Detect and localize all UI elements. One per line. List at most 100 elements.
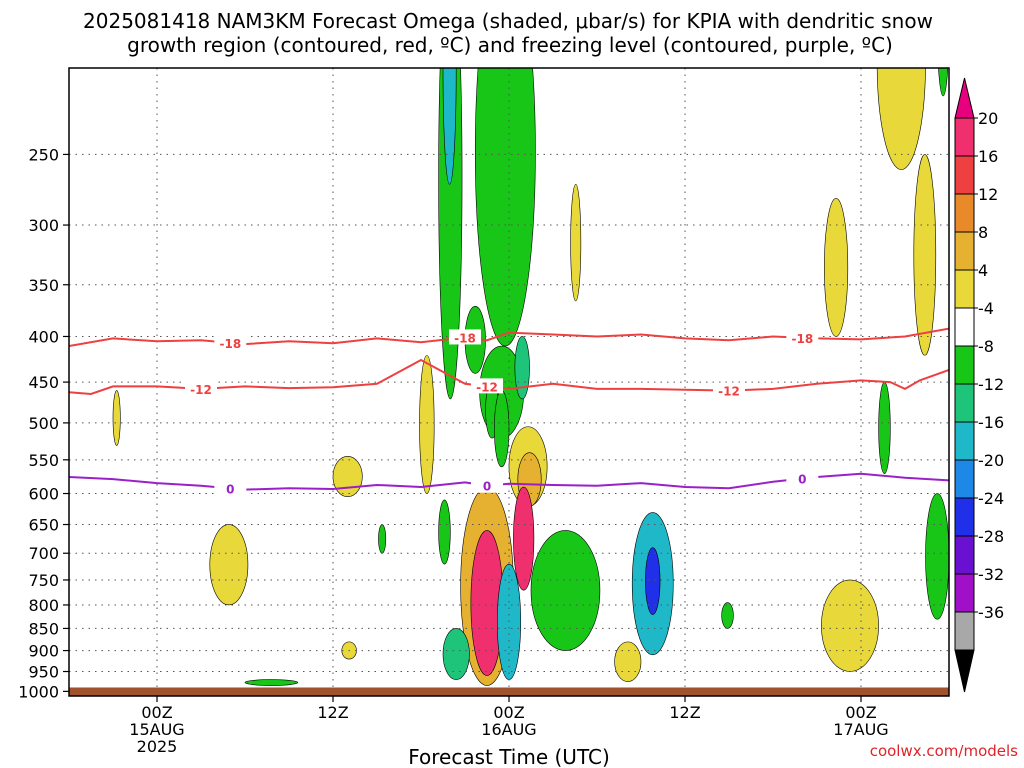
contour-label-bg — [471, 477, 503, 493]
omega-region — [821, 579, 879, 672]
omega-region — [721, 602, 734, 629]
dgz-label-minus18: -18 — [219, 337, 241, 351]
colorbar-label: 4 — [978, 261, 988, 280]
freezing-label-0: 0 — [798, 473, 806, 487]
grid-lines — [69, 68, 949, 696]
y-tick-label: 700 — [28, 544, 59, 563]
y-tick-label: 950 — [28, 663, 59, 682]
contour-label-bg — [471, 378, 503, 394]
omega-region — [474, 68, 536, 347]
omega-region — [913, 154, 937, 356]
dgz-label-minus12: -12 — [476, 380, 498, 394]
contour-label-bg — [185, 380, 217, 396]
y-tick-label: 250 — [28, 145, 59, 164]
ground-surface — [69, 687, 949, 696]
colorbar-bottom-arrow — [954, 649, 975, 693]
y-tick-label: 1000 — [18, 682, 59, 701]
colorbar-segment — [954, 345, 975, 385]
contour-label-bg — [214, 334, 247, 350]
colorbar-segment — [954, 535, 975, 575]
colorbar-segment — [954, 269, 975, 309]
contour-layer: -18 -18 -18 -12 -12 -12 0 0 0 — [69, 327, 949, 496]
contour-label-bg — [786, 470, 819, 486]
colorbar-label: -36 — [978, 603, 1004, 622]
dgz-label-minus18: -18 — [791, 332, 813, 346]
y-tick-label: 500 — [28, 414, 59, 433]
y-tick-label: 900 — [28, 642, 59, 661]
x-tick-label: 2025 — [137, 737, 178, 756]
y-tick-label: 800 — [28, 596, 59, 615]
colorbar-label: -8 — [978, 337, 994, 356]
dgz-label-minus12: -12 — [190, 383, 212, 397]
omega-region — [378, 524, 387, 554]
omega-region — [824, 198, 849, 337]
y-tick-label: 600 — [28, 485, 59, 504]
omega-region — [514, 336, 530, 400]
omega-region — [244, 679, 299, 686]
x-tick-label: 00Z — [845, 703, 876, 722]
y-axis: 250 300 350 400 450 500 550 600 650 700 750 800 850 9… — [18, 145, 69, 701]
x-tick-label: 00Z — [141, 703, 172, 722]
omega-region — [419, 355, 435, 494]
colorbar-segment — [954, 459, 975, 499]
freezing-label-0: 0 — [483, 480, 491, 494]
colorbar-label: 8 — [978, 223, 988, 242]
y-tick-label: 300 — [28, 216, 59, 235]
omega-region — [112, 390, 121, 446]
colorbar-label: 12 — [978, 185, 998, 204]
omega-region — [570, 183, 582, 302]
omega-region — [876, 68, 926, 170]
contour-label-bg — [713, 382, 745, 398]
colorbar-label: -32 — [978, 565, 1004, 584]
y-tick-label: 650 — [28, 516, 59, 535]
colorbar-segment — [954, 231, 975, 271]
colorbar-segment — [954, 155, 975, 195]
contour-label-bg — [214, 480, 247, 496]
dgz-label-minus12: -12 — [718, 385, 740, 399]
x-axis-label: Forecast Time (UTC) — [408, 745, 610, 768]
omega-region — [513, 486, 535, 591]
omega-region — [209, 524, 249, 606]
omega-region — [438, 499, 451, 565]
colorbar-top-arrow — [954, 77, 975, 119]
omega-region — [438, 68, 463, 400]
colorbar-label: 16 — [978, 147, 998, 166]
x-tick-label: 17AUG — [833, 720, 888, 739]
colorbar-segment — [954, 193, 975, 233]
x-tick-label: 12Z — [317, 703, 348, 722]
y-tick-label: 550 — [28, 451, 59, 470]
omega-region — [530, 530, 601, 651]
colorbar-legend: 20 16 12 8 4 -4 -8 -12 -16 -20 -24 -28 -32 -36 — [954, 77, 1004, 693]
x-tick-label: 16AUG — [481, 720, 536, 739]
chart-title-line2: growth region (contoured, red, ºC) and f… — [127, 33, 893, 57]
dgz-label-minus18: -18 — [454, 331, 476, 345]
colorbar-label: -24 — [978, 489, 1004, 508]
x-tick-label: 00Z — [493, 703, 524, 722]
omega-region — [494, 390, 510, 468]
x-tick-label: 15AUG — [129, 720, 184, 739]
y-tick-label: 450 — [28, 373, 59, 392]
colorbar-label: -12 — [978, 375, 1004, 394]
colorbar-label: -28 — [978, 527, 1004, 546]
colorbar-segment — [954, 497, 975, 537]
omega-region — [938, 68, 949, 97]
y-tick-label: 750 — [28, 571, 59, 590]
colorbar-label: -16 — [978, 413, 1004, 432]
omega-region — [925, 493, 949, 620]
contour-label-bg — [786, 329, 819, 345]
chart-title-line1: 2025081418 NAM3KM Forecast Omega (shaded… — [83, 9, 933, 33]
colorbar-segment — [954, 307, 975, 347]
credit-text: coolwx.com/models — [870, 742, 1018, 760]
omega-region — [645, 547, 661, 615]
colorbar-segment — [954, 117, 975, 157]
omega-region — [614, 641, 642, 682]
colorbar-label: -4 — [978, 299, 994, 318]
contour-label-bg — [449, 329, 481, 345]
plot-area: -18 -18 -18 -12 -12 -12 0 0 0 — [69, 68, 949, 696]
omega-region — [442, 628, 470, 680]
freezing-label-0: 0 — [226, 482, 234, 496]
colorbar-segment — [954, 573, 975, 613]
omega-region — [442, 68, 457, 185]
